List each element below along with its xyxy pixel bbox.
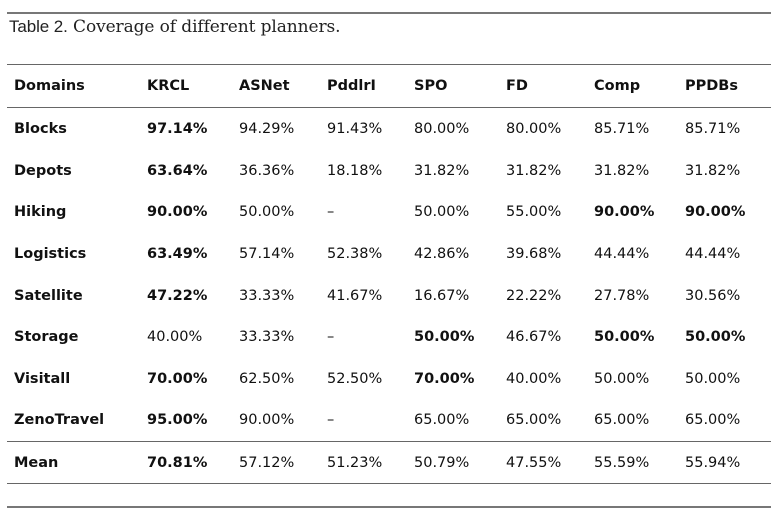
caption-text: Coverage of different planners. xyxy=(67,17,341,37)
table-caption: Table 2. Coverage of different planners. xyxy=(9,17,341,37)
cell-pddlrl: – xyxy=(327,329,335,346)
cell-ppdbs: 55.94% xyxy=(678,441,771,485)
cell-asnet: 62.50% xyxy=(239,370,295,387)
domain-name: Blocks xyxy=(14,121,67,137)
table-row: Blocks 97.14% 94.29% 91.43% 80.00% 80.00% 85.7… xyxy=(7,108,771,151)
cell-krcl: 90.00% xyxy=(147,204,208,221)
cell-ppdbs: 44.44% xyxy=(685,245,741,262)
cell-fd: 22.22% xyxy=(506,287,562,304)
cell-ppdbs: 90.00% xyxy=(685,204,746,221)
header-row: Domains KRCL ASNet PddlrI SPO FD Comp PP… xyxy=(7,64,771,108)
domain-name: ZenoTravel xyxy=(14,412,105,429)
cell-asnet: 36.36% xyxy=(239,162,295,179)
cell-asnet: 50.00% xyxy=(239,204,295,221)
cell-krcl: 63.64% xyxy=(147,162,208,179)
header-comp: Comp xyxy=(587,64,678,108)
table-body: Blocks 97.14% 94.29% 91.43% 80.00% 80.00% 85.7… xyxy=(7,108,771,442)
cell-krcl: 95.00% xyxy=(147,412,208,429)
table-row: ZenoTravel 95.00% 90.00% – 65.00% 65.00% 65.00… xyxy=(7,400,771,442)
cell-spo: 70.00% xyxy=(414,370,475,387)
header-ppdbs: PPDBs xyxy=(678,64,771,108)
coverage-table: Domains KRCL ASNet PddlrI SPO FD Comp PP… xyxy=(7,64,771,485)
header-fd: FD xyxy=(499,64,587,108)
header-asnet: ASNet xyxy=(232,64,320,108)
header-krcl: KRCL xyxy=(140,64,232,108)
cell-ppdbs: 85.71% xyxy=(685,121,741,137)
cell-comp: 50.00% xyxy=(594,329,655,346)
cell-comp: 31.82% xyxy=(594,162,650,179)
cell-krcl: 97.14% xyxy=(147,121,208,137)
cell-fd: 80.00% xyxy=(506,121,562,137)
domain-name: Logistics xyxy=(14,245,87,262)
cell-comp: 27.78% xyxy=(594,287,650,304)
cell-pddlrl: 51.23% xyxy=(320,441,407,485)
cell-ppdbs: 30.56% xyxy=(685,287,741,304)
table-row: Satellite 47.22% 33.33% 41.67% 16.67% 22.22% 2… xyxy=(7,275,771,317)
cell-fd: 31.82% xyxy=(506,162,562,179)
table-row: Hiking 90.00% 50.00% – 50.00% 55.00% 90.00% 90.… xyxy=(7,192,771,234)
cell-pddlrl: 52.38% xyxy=(327,245,383,262)
cell-comp: 65.00% xyxy=(594,412,650,429)
cell-fd: 40.00% xyxy=(506,370,562,387)
cell-krcl: 47.22% xyxy=(147,287,208,304)
cell-spo: 42.86% xyxy=(414,245,470,262)
cell-spo: 16.67% xyxy=(414,287,470,304)
header-pddlrl: PddlrI xyxy=(320,64,407,108)
domain-name: Visitall xyxy=(14,370,71,387)
cell-asnet: 57.12% xyxy=(232,441,320,485)
cell-pddlrl: 52.50% xyxy=(327,370,383,387)
cell-fd: 46.67% xyxy=(506,329,562,346)
cell-ppdbs: 50.00% xyxy=(685,370,741,387)
caption-label: Table 2. xyxy=(9,17,68,36)
table-row: Visitall 70.00% 62.50% 52.50% 70.00% 40.00% 50… xyxy=(7,358,771,400)
cell-pddlrl: – xyxy=(327,412,335,429)
table-row: Storage 40.00% 33.33% – 50.00% 46.67% 50.00% 50… xyxy=(7,316,771,358)
mean-row: Mean 70.81% 57.12% 51.23% 50.79% 47.55% 55.59%… xyxy=(7,441,771,485)
domain-name: Storage xyxy=(14,329,79,346)
cell-comp: 44.44% xyxy=(594,245,650,262)
cell-krcl: 63.49% xyxy=(147,245,208,262)
cell-fd: 47.55% xyxy=(499,441,587,485)
domain-name: Mean xyxy=(7,441,140,485)
cell-pddlrl: 41.67% xyxy=(327,287,383,304)
cell-asnet: 90.00% xyxy=(239,412,295,429)
cell-spo: 80.00% xyxy=(414,121,470,137)
cell-comp: 50.00% xyxy=(594,370,650,387)
cell-spo: 50.79% xyxy=(407,441,499,485)
cell-krcl: 70.81% xyxy=(140,441,232,485)
cell-ppdbs: 65.00% xyxy=(685,412,741,429)
cell-fd: 65.00% xyxy=(506,412,562,429)
table-row: Logistics 63.49% 57.14% 52.38% 42.86% 39.68% 4… xyxy=(7,233,771,275)
cell-comp: 55.59% xyxy=(587,441,678,485)
cell-fd: 39.68% xyxy=(506,245,562,262)
cell-krcl: 70.00% xyxy=(147,370,208,387)
cell-spo: 50.00% xyxy=(414,329,475,346)
header-spo: SPO xyxy=(407,64,499,108)
cell-pddlrl: 18.18% xyxy=(327,162,383,179)
cell-asnet: 33.33% xyxy=(239,329,295,346)
cell-krcl: 40.00% xyxy=(147,329,203,346)
cell-pddlrl: 91.43% xyxy=(327,121,383,137)
domain-name: Satellite xyxy=(14,287,83,304)
cell-ppdbs: 31.82% xyxy=(685,162,741,179)
cell-ppdbs: 50.00% xyxy=(685,329,746,346)
cell-spo: 31.82% xyxy=(414,162,470,179)
cell-pddlrl: – xyxy=(327,204,335,221)
cell-asnet: 94.29% xyxy=(239,121,295,137)
cell-comp: 90.00% xyxy=(594,204,655,221)
bottom-rule xyxy=(7,506,771,508)
table-row: Depots 63.64% 36.36% 18.18% 31.82% 31.82% 31.8… xyxy=(7,150,771,192)
cell-fd: 55.00% xyxy=(506,204,562,221)
domain-name: Depots xyxy=(14,162,72,179)
cell-asnet: 33.33% xyxy=(239,287,295,304)
cell-comp: 85.71% xyxy=(594,121,650,137)
header-domains: Domains xyxy=(7,64,140,108)
domain-name: Hiking xyxy=(14,204,67,221)
cell-spo: 65.00% xyxy=(414,412,470,429)
top-rule xyxy=(7,12,771,14)
cell-spo: 50.00% xyxy=(414,204,470,221)
cell-asnet: 57.14% xyxy=(239,245,295,262)
